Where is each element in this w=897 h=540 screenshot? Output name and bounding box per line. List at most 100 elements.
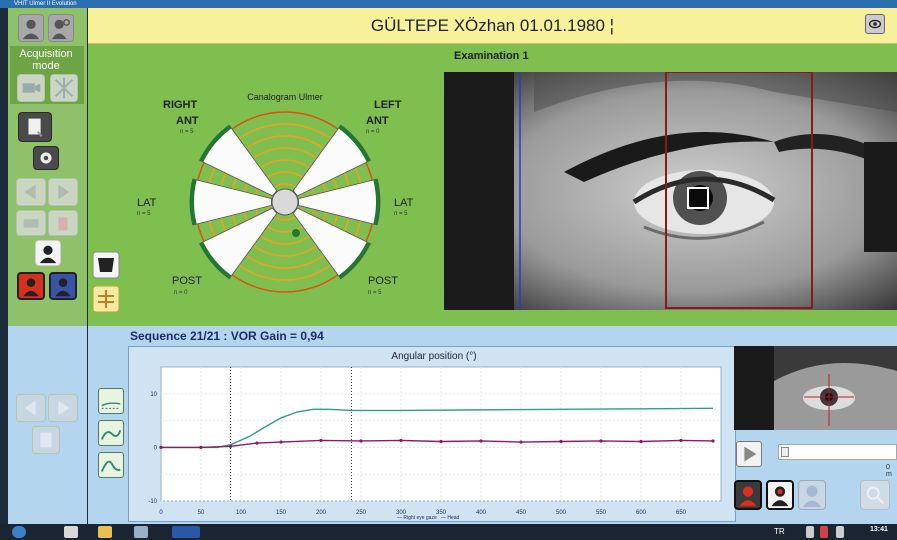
chart-mode-2-button[interactable] (98, 420, 124, 446)
x-tick-label: 450 (516, 510, 527, 516)
sequence-panel: Sequence 21/21 : VOR Gain = 0,94 Angular… (88, 326, 897, 524)
head-view-icon[interactable] (766, 480, 794, 510)
acquisition-mode-label: Acquisition mode (19, 48, 73, 72)
chart-svg: Angular position (°) 0 50 100 150 200 250 300 3… (129, 347, 735, 521)
series-line (161, 439, 714, 449)
angular-position-chart: Angular position (°) 0 50 100 150 200 250 300 3… (128, 346, 736, 522)
data-point (519, 440, 523, 444)
eye-thumbnail[interactable] (734, 346, 897, 430)
prev-sequence-icon[interactable] (16, 394, 46, 422)
document-icon[interactable] (32, 426, 60, 454)
align-button[interactable] (92, 285, 120, 313)
network-icon[interactable] (820, 526, 828, 538)
eye-camera-icon[interactable] (865, 14, 885, 34)
blue-head-view-icon[interactable] (798, 480, 826, 510)
post-left-count: n = 5 (368, 290, 382, 296)
x-tick-label: 500 (556, 510, 567, 516)
app-icon[interactable] (134, 526, 148, 538)
flag-icon[interactable] (806, 526, 814, 538)
start-icon[interactable] (12, 526, 26, 538)
post-right-petal-rim (199, 241, 232, 279)
x-tick-label: 150 (276, 510, 287, 516)
camera-icon[interactable] (17, 74, 45, 102)
chart-mode-3-button[interactable] (98, 452, 124, 478)
x-tick-label: 250 (356, 510, 367, 516)
data-point (559, 439, 563, 444)
data-point (199, 445, 203, 449)
lat-left-petal-rim (373, 179, 380, 225)
eye-mask-button[interactable] (92, 251, 120, 279)
y-tick-label: 0 (154, 445, 158, 451)
x-tick-label: 50 (198, 510, 205, 516)
series-line (161, 407, 714, 449)
x-tick-label: 550 (596, 510, 607, 516)
report-icon[interactable] (18, 112, 52, 142)
patient-header: GÜLTEPE XÖzhan 01.01.1980 ¦ (88, 8, 897, 44)
play-button[interactable] (736, 441, 762, 467)
playback-time: 0 m (886, 464, 892, 478)
ant-right-petal-rim (199, 125, 232, 163)
x-tick-label: 0 (159, 510, 163, 516)
data-point (159, 445, 163, 449)
left-label: LEFT (374, 99, 402, 111)
y-tick-label: -10 (148, 499, 157, 505)
x-tick-label: 650 (676, 510, 687, 516)
calibration-icon[interactable] (50, 74, 78, 102)
data-point (711, 439, 715, 443)
folder-icon[interactable] (98, 526, 112, 538)
post-left-petal-rim (338, 241, 371, 279)
patients-icon[interactable] (18, 14, 44, 42)
chart-mode-1-button[interactable] (98, 388, 124, 414)
x-tick-label: 400 (476, 510, 487, 516)
volume-icon[interactable] (836, 526, 844, 538)
lat-left-count: n = 5 (394, 211, 408, 217)
x-tick-label: 600 (636, 510, 647, 516)
red-user-icon[interactable] (17, 272, 45, 300)
canalogram-title: Canalogram Ulmer (247, 92, 323, 102)
ant-right-label: ANT (176, 115, 199, 127)
playback-slider[interactable] (778, 444, 897, 460)
sequence-title: Sequence 21/21 : VOR Gain = 0,94 (130, 329, 324, 343)
data-point (399, 438, 403, 443)
data-point (229, 444, 233, 448)
next-sequence-icon[interactable] (48, 394, 78, 422)
delete-icon[interactable] (48, 210, 78, 236)
examiner-icon[interactable] (35, 240, 61, 266)
lat-right-label: LAT (137, 197, 157, 209)
zoom-icon[interactable] (860, 480, 890, 510)
print-icon[interactable] (16, 210, 46, 236)
browser-icon[interactable] (64, 526, 78, 538)
ant-right-count: n = 5 (180, 129, 194, 135)
lat-right-petal-rim (190, 179, 197, 225)
data-point (255, 441, 259, 445)
clock: 13:41 (870, 526, 888, 533)
legend-item: — Head (441, 515, 460, 521)
post-right-label: POST (172, 275, 202, 287)
previous-icon[interactable] (16, 178, 46, 206)
vhit-app-icon[interactable] (172, 526, 200, 538)
data-point (319, 438, 323, 443)
lat-left-label: LAT (394, 197, 414, 209)
patient-search-icon[interactable] (48, 14, 74, 42)
taskbar: TR 13:41 (0, 524, 897, 540)
blue-user-icon[interactable] (49, 272, 77, 300)
canalogram-panel: Canalogram Ulmer RIGHT LEFT ANT n = 5 AN… (88, 44, 897, 326)
next-icon[interactable] (48, 178, 78, 206)
ant-left-count: n = 0 (366, 129, 380, 135)
red-head-view-icon[interactable] (734, 480, 762, 510)
eye-video[interactable] (444, 72, 897, 310)
language-indicator[interactable]: TR (774, 527, 785, 536)
examination-title: Examination 1 (454, 50, 529, 62)
legend-item: — Right eye gaze (397, 515, 437, 521)
ant-left-petal-rim (338, 125, 371, 163)
x-tick-label: 300 (396, 510, 407, 516)
data-point (359, 439, 363, 443)
data-point (479, 439, 483, 443)
data-point (439, 439, 443, 444)
post-right-count: n = 0 (174, 290, 188, 296)
ant-left-label: ANT (366, 115, 389, 127)
data-point (599, 439, 603, 443)
settings-icon[interactable] (33, 146, 59, 170)
canalogram-chart: Canalogram Ulmer RIGHT LEFT ANT n = 5 AN… (92, 92, 414, 313)
patient-name: GÜLTEPE XÖzhan 01.01.1980 ¦ (370, 16, 615, 35)
